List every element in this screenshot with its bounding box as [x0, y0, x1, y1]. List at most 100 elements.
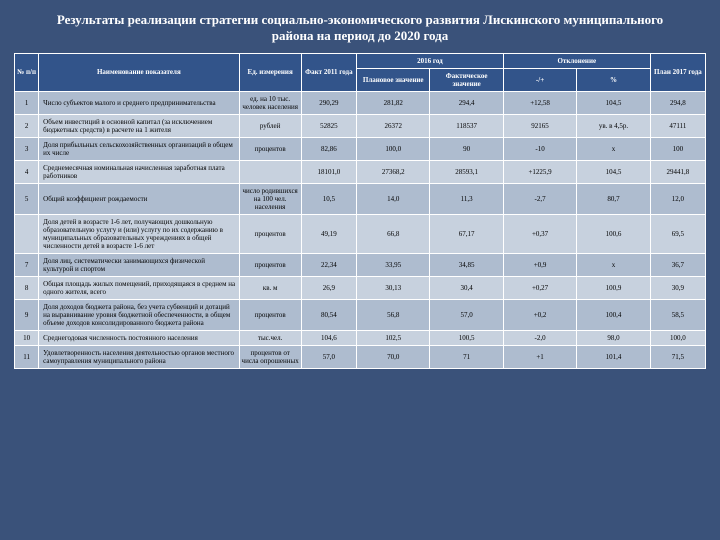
td-fact2011: 26,9: [301, 276, 356, 299]
table-row: 4Среднемесячная номинальная начисленная …: [15, 160, 706, 183]
td-plan2016: 14,0: [357, 183, 430, 214]
td-unit: процентов: [239, 137, 301, 160]
td-num: 1: [15, 91, 39, 114]
td-num: 5: [15, 183, 39, 214]
td-unit: число родившихся на 100 чел. населения: [239, 183, 301, 214]
th-planval: Плановое значение: [357, 68, 430, 91]
td-pm: +0,37: [503, 214, 576, 253]
td-plan2016: 30,13: [357, 276, 430, 299]
td-fact2011: 52825: [301, 114, 356, 137]
th-pct: %: [577, 68, 650, 91]
td-plan2017: 30,9: [650, 276, 705, 299]
results-table: № п/п Наименование показателя Ед. измере…: [14, 53, 706, 369]
td-plan2016: 56,8: [357, 299, 430, 330]
td-fact2016: 30,4: [430, 276, 503, 299]
td-plan2017: 12,0: [650, 183, 705, 214]
td-unit: рублей: [239, 114, 301, 137]
td-fact2016: 67,17: [430, 214, 503, 253]
td-plan2016: 27368,2: [357, 160, 430, 183]
td-indicator: Среднемесячная номинальная начисленная з…: [39, 160, 239, 183]
td-num: 7: [15, 253, 39, 276]
page-title: Результаты реализации стратегии социальн…: [14, 12, 706, 45]
td-unit: процентов: [239, 299, 301, 330]
table-row: 7Доля лиц, систематически занимающихся ф…: [15, 253, 706, 276]
td-pct: 98,0: [577, 330, 650, 345]
td-fact2016: 90: [430, 137, 503, 160]
td-num: 3: [15, 137, 39, 160]
td-indicator: Общая площадь жилых помещений, приходяща…: [39, 276, 239, 299]
table-row: 1Число субъектов малого и среднего предп…: [15, 91, 706, 114]
td-fact2011: 57,0: [301, 345, 356, 368]
td-pct: 100,6: [577, 214, 650, 253]
td-pm: -2,0: [503, 330, 576, 345]
th-fact2011: Факт 2011 года: [301, 53, 356, 91]
td-num: [15, 214, 39, 253]
td-fact2016: 34,85: [430, 253, 503, 276]
table-row: Доля детей в возрасте 1-6 лет, получающи…: [15, 214, 706, 253]
td-plan2016: 70,0: [357, 345, 430, 368]
td-unit: процентов: [239, 253, 301, 276]
td-fact2011: 80,54: [301, 299, 356, 330]
td-indicator: Число субъектов малого и среднего предпр…: [39, 91, 239, 114]
td-plan2017: 29441,8: [650, 160, 705, 183]
th-pm: -/+: [503, 68, 576, 91]
th-year2016: 2016 год: [357, 53, 504, 68]
td-pct: 101,4: [577, 345, 650, 368]
table-row: 3Доля прибыльных сельскохозяйственных ор…: [15, 137, 706, 160]
td-fact2016: 294,4: [430, 91, 503, 114]
td-plan2017: 58,5: [650, 299, 705, 330]
td-pct: 100,9: [577, 276, 650, 299]
td-plan2016: 100,0: [357, 137, 430, 160]
td-fact2011: 290,29: [301, 91, 356, 114]
td-unit: тыс.чел.: [239, 330, 301, 345]
td-unit: кв. м: [239, 276, 301, 299]
td-indicator: Среднегодовая численность постоянного на…: [39, 330, 239, 345]
th-plan2017: План 2017 года: [650, 53, 705, 91]
td-pm: +1225,9: [503, 160, 576, 183]
td-fact2016: 100,5: [430, 330, 503, 345]
td-pm: +0,9: [503, 253, 576, 276]
td-indicator: Общий коэффициент рождаемости: [39, 183, 239, 214]
td-plan2017: 47111: [650, 114, 705, 137]
td-pct: 80,7: [577, 183, 650, 214]
td-plan2016: 33,95: [357, 253, 430, 276]
td-indicator: Удовлетворенность населения деятельность…: [39, 345, 239, 368]
td-pm: -2,7: [503, 183, 576, 214]
td-fact2016: 57,0: [430, 299, 503, 330]
td-pct: 104,5: [577, 160, 650, 183]
td-unit: ед. на 10 тыс. человек населения: [239, 91, 301, 114]
td-fact2011: 18101,0: [301, 160, 356, 183]
td-plan2016: 102,5: [357, 330, 430, 345]
td-fact2016: 11,3: [430, 183, 503, 214]
td-plan2017: 36,7: [650, 253, 705, 276]
td-indicator: Объем инвестиций в основной капитал (за …: [39, 114, 239, 137]
td-fact2011: 104,6: [301, 330, 356, 345]
table-row: 9Доля доходов бюджета района, без учета …: [15, 299, 706, 330]
table-row: 10Среднегодовая численность постоянного …: [15, 330, 706, 345]
td-fact2016: 28593,1: [430, 160, 503, 183]
td-plan2017: 69,5: [650, 214, 705, 253]
table-row: 8Общая площадь жилых помещений, приходящ…: [15, 276, 706, 299]
table-row: 2Объем инвестиций в основной капитал (за…: [15, 114, 706, 137]
td-unit: процентов: [239, 214, 301, 253]
td-pm: +0,27: [503, 276, 576, 299]
td-plan2017: 100: [650, 137, 705, 160]
td-num: 8: [15, 276, 39, 299]
td-pct: 104,5: [577, 91, 650, 114]
td-plan2016: 26372: [357, 114, 430, 137]
td-unit: [239, 160, 301, 183]
td-indicator: Доля доходов бюджета района, без учета с…: [39, 299, 239, 330]
td-fact2011: 10,5: [301, 183, 356, 214]
th-unit: Ед. измерения: [239, 53, 301, 91]
td-num: 10: [15, 330, 39, 345]
td-indicator: Доля детей в возрасте 1-6 лет, получающи…: [39, 214, 239, 253]
table-row: 11Удовлетворенность населения деятельнос…: [15, 345, 706, 368]
td-num: 4: [15, 160, 39, 183]
td-pct: 100,4: [577, 299, 650, 330]
td-indicator: Доля лиц, систематически занимающихся фи…: [39, 253, 239, 276]
td-plan2016: 281,82: [357, 91, 430, 114]
td-plan2017: 294,8: [650, 91, 705, 114]
td-pm: +12,58: [503, 91, 576, 114]
td-plan2017: 71,5: [650, 345, 705, 368]
td-plan2017: 100,0: [650, 330, 705, 345]
